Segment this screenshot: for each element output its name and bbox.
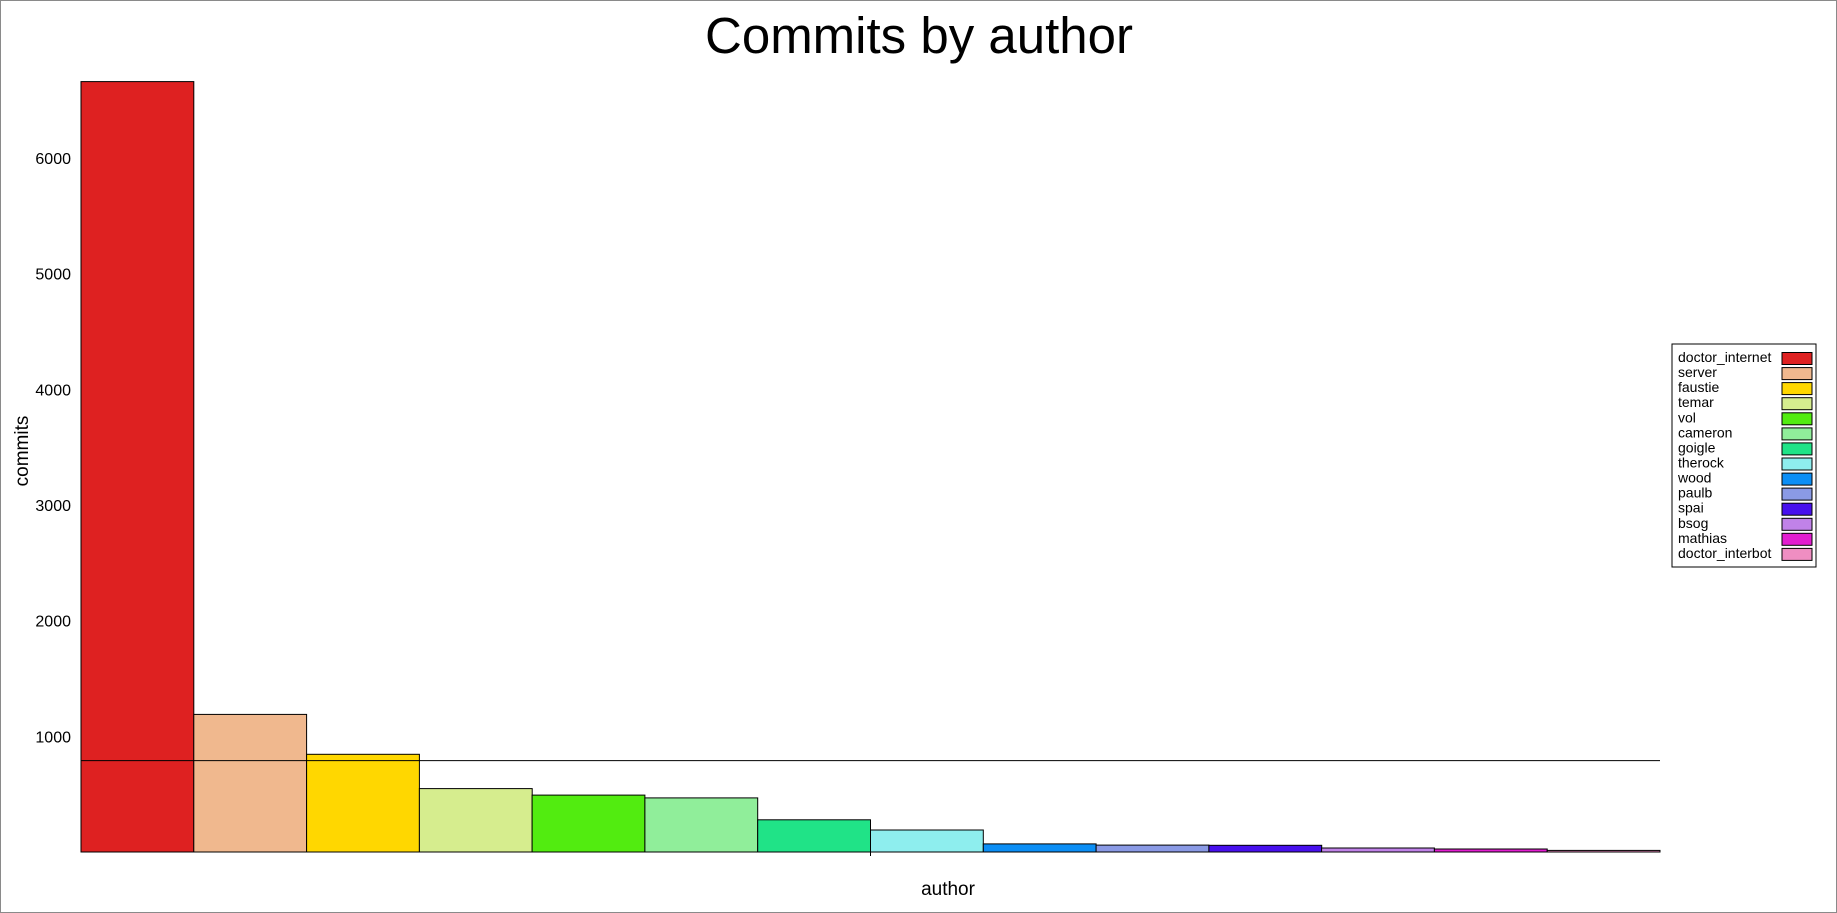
bar-vol — [531, 794, 646, 853]
bar-server — [193, 713, 308, 853]
bar-bsog — [1321, 847, 1435, 853]
bar-paulb — [1095, 844, 1210, 853]
legend-swatch-temar — [1781, 397, 1813, 411]
legend-swatch-doctor-interbot — [1781, 547, 1813, 561]
bar-therock — [870, 829, 984, 853]
legend-swatch-bsog — [1781, 517, 1813, 531]
legend-label-doctor-interbot: doctor_interbot — [1678, 545, 1772, 561]
axes-group — [81, 851, 1660, 856]
legend-swatch-vol — [1781, 412, 1813, 426]
legend-swatch-goigle — [1781, 442, 1813, 456]
bars-group — [80, 81, 1661, 853]
legend-swatch-mathias — [1781, 532, 1813, 546]
legend-label-bsog: bsog — [1678, 515, 1708, 531]
legend-label-paulb: paulb — [1678, 485, 1712, 501]
chart-title: Commits by author — [705, 7, 1133, 64]
bar-wood — [982, 843, 1097, 853]
legend-swatch-cameron — [1781, 427, 1813, 441]
y-tick-label: 1000 — [35, 729, 71, 746]
legend-label-doctor-internet: doctor_internet — [1678, 349, 1772, 365]
y-tick-label: 3000 — [35, 498, 71, 515]
legend-label-server: server — [1678, 364, 1717, 380]
legend-label-temar: temar — [1678, 394, 1714, 410]
y-axis-label: commits — [12, 416, 33, 487]
legend-label-wood: wood — [1677, 470, 1711, 486]
legend-label-goigle: goigle — [1678, 439, 1716, 455]
legend-label-spai: spai — [1678, 500, 1704, 516]
legend-label-faustie: faustie — [1678, 379, 1719, 395]
legend-swatch-faustie — [1781, 382, 1813, 396]
legend-label-cameron: cameron — [1678, 424, 1732, 440]
legend-label-therock: therock — [1678, 455, 1725, 471]
legend-swatch-doctor-internet — [1781, 352, 1813, 365]
legend-label-vol: vol — [1678, 409, 1696, 425]
legend: doctor_internetserverfaustietemarvolcame… — [1671, 343, 1817, 568]
y-tick-label: 4000 — [35, 382, 71, 399]
y-tick-label: 6000 — [35, 151, 71, 168]
bar-goigle — [757, 819, 872, 853]
legend-label-mathias: mathias — [1678, 530, 1727, 546]
legend-swatch-therock — [1781, 457, 1813, 471]
y-tick-label: 2000 — [35, 614, 71, 631]
bar-faustie — [306, 753, 420, 853]
legend-swatch-wood — [1781, 472, 1813, 486]
bar-doctor-internet — [80, 81, 195, 853]
legend-swatch-paulb — [1781, 487, 1813, 501]
x-axis-label: author — [921, 879, 976, 900]
bar-temar — [418, 788, 533, 853]
legend-swatch-spai — [1781, 502, 1813, 516]
bar-cameron — [644, 797, 759, 853]
bar-spai — [1208, 844, 1323, 853]
y-ticks-group: 1000 2000 3000 4000 5000 6000 — [35, 151, 71, 746]
y-tick-label: 5000 — [35, 267, 71, 284]
legend-swatch-server — [1781, 367, 1813, 381]
